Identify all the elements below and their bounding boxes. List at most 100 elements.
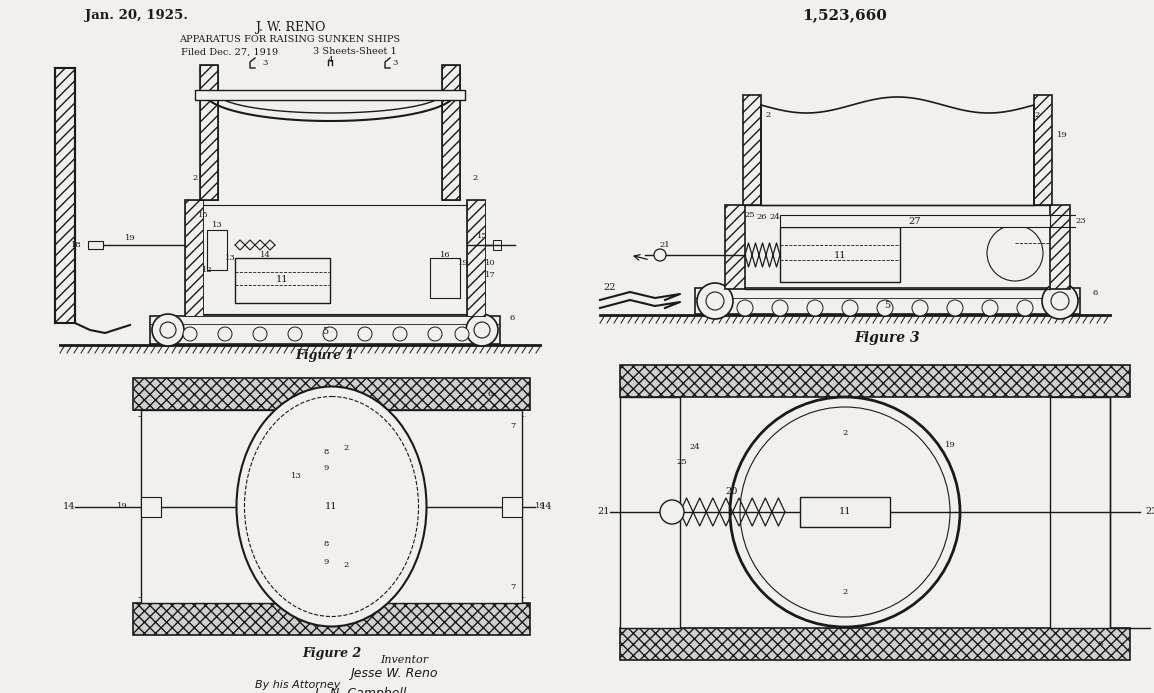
Circle shape [183, 327, 197, 341]
Text: 24: 24 [770, 213, 780, 221]
Bar [442, 65, 460, 200]
Ellipse shape [237, 387, 427, 626]
Text: 8: 8 [324, 541, 329, 548]
Text: 24: 24 [690, 443, 700, 451]
Text: 11: 11 [325, 502, 338, 511]
Text: 2: 2 [842, 588, 848, 596]
Text: J. W. RENO: J. W. RENO [255, 21, 325, 35]
Bar [185, 200, 203, 316]
Text: Inventor: Inventor [380, 655, 428, 665]
Bar [495, 581, 514, 593]
Circle shape [912, 300, 928, 316]
Text: 19: 19 [118, 502, 128, 511]
Bar [141, 496, 162, 516]
Bar [780, 215, 1050, 227]
Bar [235, 258, 330, 303]
Text: 8: 8 [324, 448, 329, 455]
Text: 23: 23 [1145, 507, 1154, 516]
Circle shape [358, 327, 372, 341]
Bar [200, 65, 218, 200]
Text: 2: 2 [1034, 111, 1040, 119]
Circle shape [730, 397, 960, 627]
Circle shape [947, 300, 962, 316]
Bar [743, 95, 760, 205]
Text: 21: 21 [660, 241, 670, 249]
Text: 3: 3 [392, 59, 398, 67]
Bar [493, 240, 501, 250]
Bar [88, 241, 103, 249]
Circle shape [466, 314, 499, 346]
Text: 4: 4 [328, 56, 332, 64]
Text: Figure 3: Figure 3 [854, 331, 920, 345]
Text: 2: 2 [842, 429, 848, 437]
Circle shape [1051, 292, 1069, 310]
Text: 13: 13 [225, 254, 235, 262]
Text: 27: 27 [908, 216, 921, 225]
Text: 3: 3 [262, 59, 268, 67]
Circle shape [323, 327, 337, 341]
Text: 25: 25 [676, 458, 688, 466]
Text: 7: 7 [510, 583, 516, 591]
Text: 14: 14 [62, 502, 75, 511]
Bar [141, 410, 522, 603]
Text: 9: 9 [324, 557, 329, 565]
Circle shape [492, 594, 499, 600]
Text: 5: 5 [884, 301, 890, 310]
Text: 15: 15 [477, 232, 488, 240]
Text: 6: 6 [510, 314, 515, 322]
Text: 23: 23 [1076, 217, 1086, 225]
Text: 2: 2 [472, 174, 478, 182]
Bar [502, 496, 522, 516]
Circle shape [842, 300, 859, 316]
Text: 7: 7 [510, 422, 516, 430]
Text: L. N. Campbell: L. N. Campbell [315, 687, 406, 693]
Bar [195, 90, 465, 100]
Circle shape [1042, 283, 1078, 319]
Bar [200, 65, 218, 200]
Circle shape [277, 518, 285, 525]
Circle shape [218, 327, 232, 341]
Text: 3 Sheets-Sheet 1: 3 Sheets-Sheet 1 [313, 48, 397, 57]
Text: 13: 13 [291, 473, 302, 480]
Text: 2: 2 [344, 444, 350, 452]
Text: 19: 19 [458, 259, 469, 267]
Circle shape [253, 327, 267, 341]
Bar [620, 628, 1130, 660]
Bar [620, 365, 1130, 397]
Bar [304, 489, 360, 525]
Text: 6: 6 [487, 390, 493, 398]
Text: 6: 6 [1093, 289, 1097, 297]
Bar [1034, 95, 1052, 205]
Bar [695, 288, 1080, 314]
Text: 2: 2 [344, 561, 350, 569]
Circle shape [152, 314, 183, 346]
Circle shape [737, 300, 754, 316]
Circle shape [394, 327, 407, 341]
Text: 11: 11 [839, 507, 852, 516]
Text: 1,523,660: 1,523,660 [802, 8, 887, 22]
Text: 15: 15 [197, 211, 209, 219]
Bar [495, 420, 514, 432]
Circle shape [160, 322, 177, 338]
Text: 25: 25 [744, 211, 756, 219]
Text: 12: 12 [202, 266, 212, 274]
Circle shape [660, 500, 684, 524]
Circle shape [807, 300, 823, 316]
Text: 9: 9 [324, 464, 329, 473]
Circle shape [877, 300, 893, 316]
Text: 11: 11 [833, 250, 846, 259]
Text: 6: 6 [1097, 640, 1102, 648]
Text: 19: 19 [125, 234, 135, 242]
Circle shape [772, 300, 788, 316]
Bar [430, 258, 460, 298]
Text: Figure 1: Figure 1 [295, 349, 354, 362]
Circle shape [455, 327, 469, 341]
Bar [467, 200, 485, 316]
Bar [207, 230, 227, 270]
Text: Jesse W. Reno: Jesse W. Reno [350, 667, 437, 680]
Text: 13: 13 [211, 221, 223, 229]
Bar [442, 65, 460, 200]
Bar [467, 200, 485, 316]
Text: 19: 19 [1057, 131, 1067, 139]
Text: 14: 14 [540, 502, 553, 511]
